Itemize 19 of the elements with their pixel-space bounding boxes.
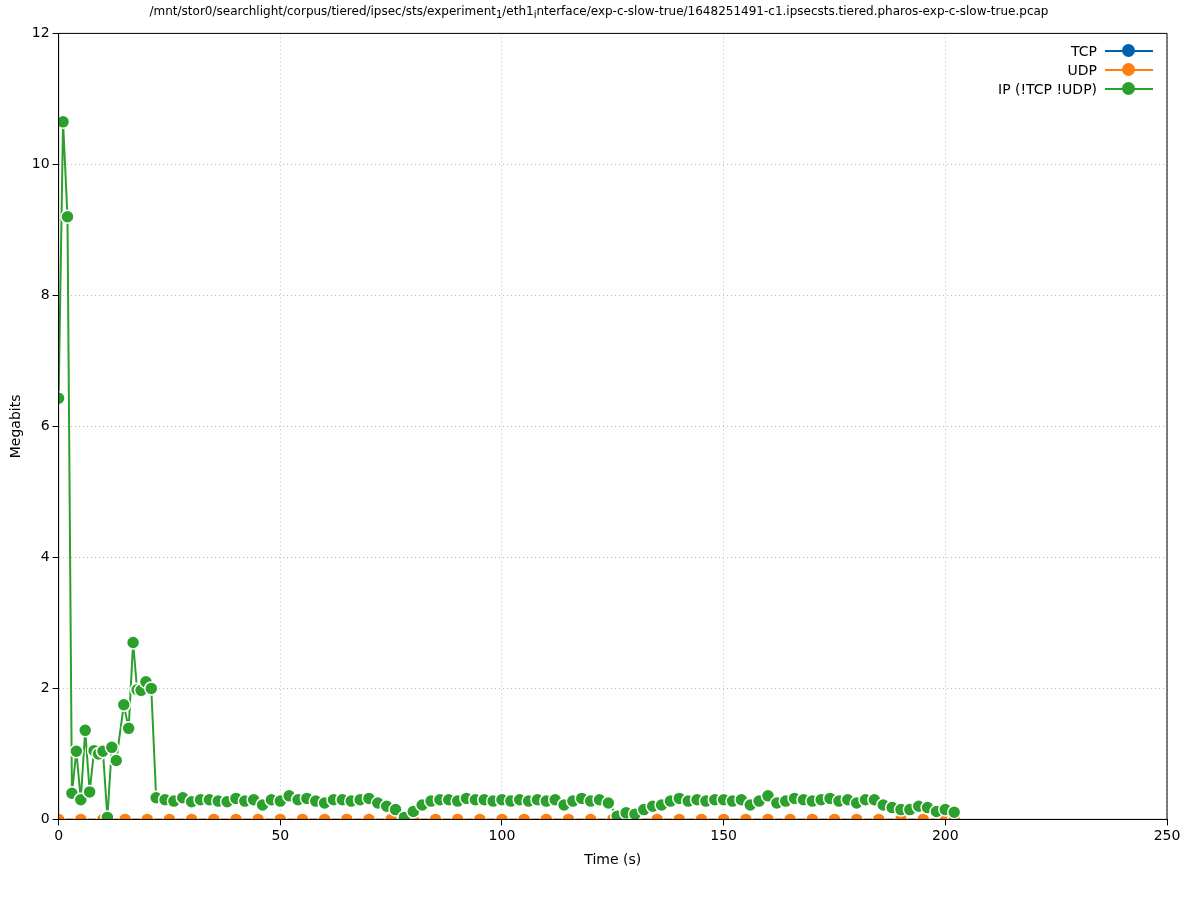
legend-label: TCP bbox=[1071, 41, 1098, 61]
x-tick-label: 0 bbox=[54, 827, 64, 844]
chart-title: /mnt/stor0/searchlight/corpus/tiered/ipsec/sts/experiment$_{1}$/eth1$_{i}$nterface/exp-c-slow-true/1648251491-c1.ipsecsts.tiered.pharos-exp-c-slow-true.pcap bbox=[148, 4, 1050, 23]
y-tick-label: 12 bbox=[31, 24, 50, 41]
y-axis-title: Megabits bbox=[7, 394, 24, 459]
x-tick-label: 100 bbox=[488, 827, 516, 844]
y-tick-label: 8 bbox=[40, 286, 50, 303]
x-tick-label: 150 bbox=[710, 827, 738, 844]
y-tick-label: 0 bbox=[40, 810, 50, 827]
y-tick-label: 10 bbox=[31, 155, 50, 172]
y-tick-label: 4 bbox=[40, 548, 50, 565]
legend-label: IP (!TCP !UDP) bbox=[998, 79, 1098, 99]
y-tick-label: 6 bbox=[40, 417, 50, 434]
y-tick-label: 2 bbox=[40, 679, 50, 696]
x-tick-label: 200 bbox=[931, 827, 959, 844]
legend-label: UDP bbox=[1067, 60, 1098, 80]
x-axis-title: Time (s) bbox=[583, 851, 642, 868]
x-tick-label: 50 bbox=[271, 827, 290, 844]
x-tick-label: 250 bbox=[1153, 827, 1181, 844]
